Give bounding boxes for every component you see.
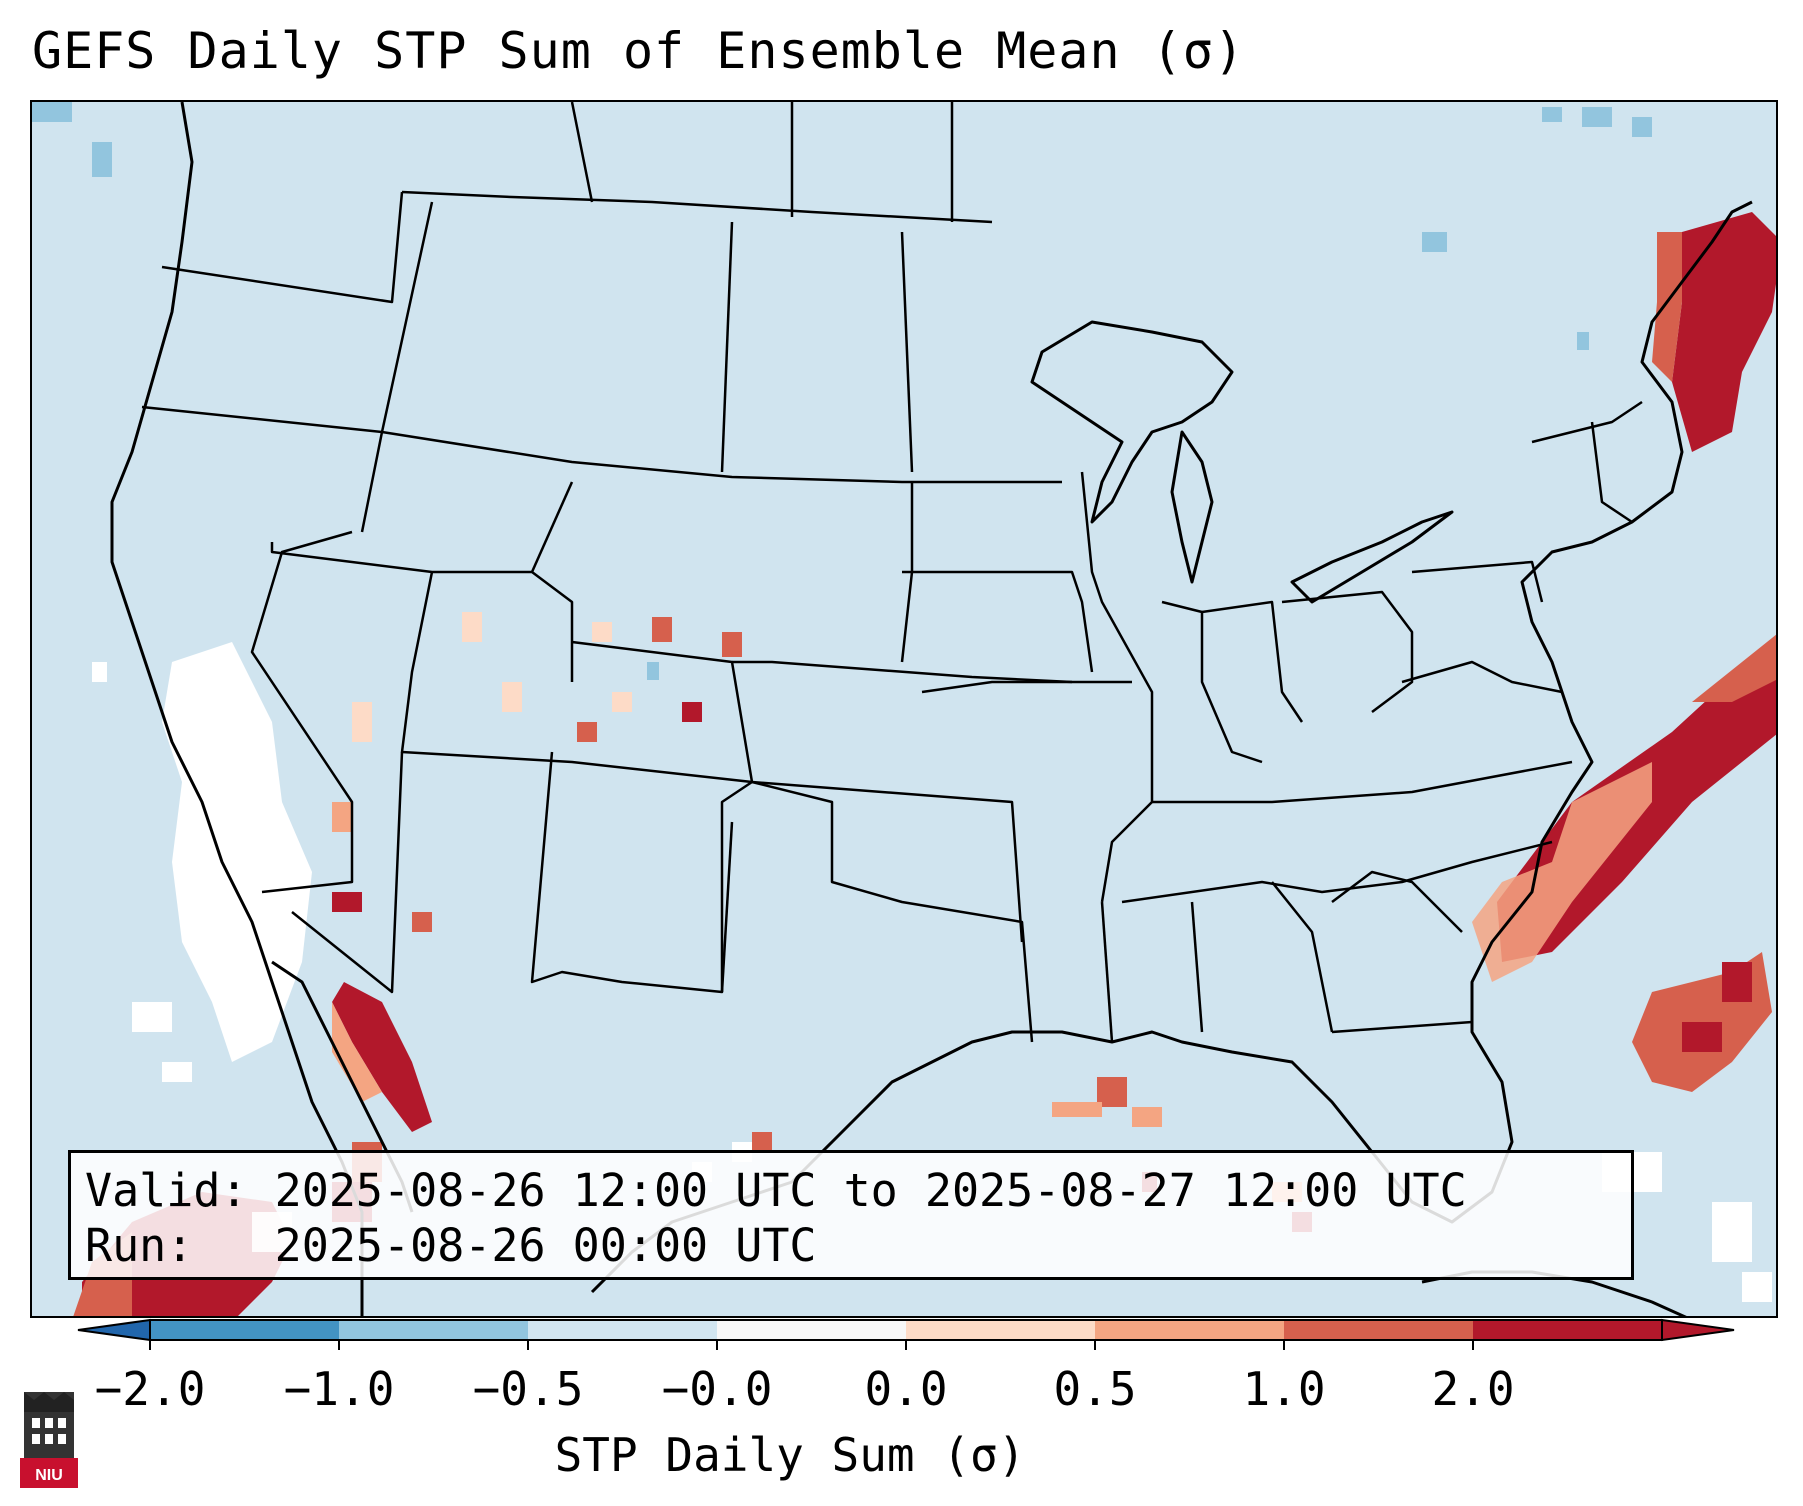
colorbar-segment xyxy=(1284,1320,1474,1340)
niu-logo: NIU xyxy=(20,1392,78,1488)
logo-text: NIU xyxy=(35,1467,63,1484)
pacific-coast xyxy=(110,102,364,1316)
atlantic-band-outer xyxy=(1692,634,1776,702)
valid-run-info-box: Valid: 2025-08-26 12:00 UTC to 2025-08-2… xyxy=(68,1150,1634,1280)
colorbar-segment xyxy=(528,1320,718,1340)
colorbar-segment xyxy=(717,1320,907,1340)
colorbar-segment xyxy=(150,1320,340,1340)
lake-michigan xyxy=(1170,430,1214,584)
baja-fringe xyxy=(332,1002,382,1102)
colorbar-extend-high xyxy=(1661,1318,1735,1342)
colorbar-label: STP Daily Sum (σ) xyxy=(554,1428,1026,1482)
gulf-coast xyxy=(590,200,1753,1294)
run-label: Run: xyxy=(85,1219,194,1272)
colorbar-tick-label: −1.0 xyxy=(283,1362,395,1416)
quebec-cells xyxy=(1672,212,1776,452)
colorbar-tick-label: 0.5 xyxy=(1053,1362,1137,1416)
colorbar-tick-label: −0.5 xyxy=(472,1362,584,1416)
colorbar-segment xyxy=(1095,1320,1285,1340)
colorbar-tick-label: 1.0 xyxy=(1242,1362,1326,1416)
state-borders xyxy=(141,102,1643,1043)
map-panel[interactable] xyxy=(30,100,1778,1318)
colorbar-segment xyxy=(339,1320,529,1340)
colorbar-tick-label: −2.0 xyxy=(94,1362,206,1416)
great-lakes xyxy=(1030,320,1234,524)
valid-value: 2025-08-26 12:00 UTC to 2025-08-27 12:00… xyxy=(274,1164,1467,1217)
baja-cells xyxy=(332,982,432,1132)
colorbar-segment xyxy=(1473,1320,1663,1340)
colorbar-tick-label: −0.0 xyxy=(661,1362,773,1416)
run-value: 2025-08-26 00:00 UTC xyxy=(274,1219,817,1272)
negative-anomaly-cells xyxy=(32,102,1652,680)
map-title: GEFS Daily STP Sum of Ensemble Mean (σ) xyxy=(32,22,1245,80)
colorbar-segment xyxy=(906,1320,1096,1340)
lake-erie-ontario xyxy=(1290,510,1454,604)
valid-label: Valid: xyxy=(85,1164,248,1217)
colorbar-tick-label: 2.0 xyxy=(1431,1362,1515,1416)
stp-map xyxy=(32,102,1776,1316)
colorbar-extend-low xyxy=(77,1318,151,1342)
colorbar-tick-label: 0.0 xyxy=(864,1362,948,1416)
atlantic-band-fringe xyxy=(1472,762,1652,982)
colorbar xyxy=(77,1318,1735,1350)
quebec-fringe xyxy=(1652,232,1682,382)
